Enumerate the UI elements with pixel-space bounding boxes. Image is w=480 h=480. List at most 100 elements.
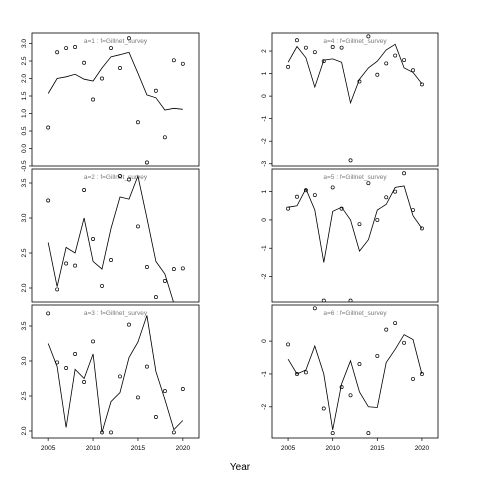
data-point xyxy=(295,372,299,376)
data-point xyxy=(402,171,407,176)
data-point xyxy=(419,226,424,231)
y-tick-label: -3 xyxy=(261,160,268,166)
data-point xyxy=(366,431,371,436)
panel-2: a=4 : f=Gillnet_survey -3 -2 -1 0 1 2 xyxy=(261,32,439,167)
data-point xyxy=(366,181,371,186)
data-point xyxy=(419,372,424,376)
y-tick-label: 2 xyxy=(261,49,268,53)
data-point xyxy=(384,327,389,332)
data-point xyxy=(109,430,113,435)
data-point xyxy=(46,125,51,130)
data-point xyxy=(46,311,51,316)
data-point xyxy=(64,261,69,266)
panel-frame xyxy=(31,32,200,167)
data-point xyxy=(303,45,308,50)
data-point xyxy=(73,263,78,268)
y-tick-label: 2.5 xyxy=(21,391,28,400)
panel-title: a=3 : f=Gillnet_survey xyxy=(84,310,148,317)
y-tick-label: -0.5 xyxy=(21,160,28,172)
data-point xyxy=(127,36,131,41)
y-tick-label: -1 xyxy=(261,371,268,377)
data-point xyxy=(330,431,335,436)
data-point xyxy=(82,60,87,65)
data-point xyxy=(82,188,87,192)
y-tick-label: 0 xyxy=(261,218,268,222)
data-point xyxy=(91,237,96,241)
data-point xyxy=(348,393,353,398)
data-point xyxy=(118,174,122,178)
y-tick-label: 1.0 xyxy=(21,109,28,118)
data-point xyxy=(100,430,104,435)
panel-frame xyxy=(31,168,200,303)
data-point xyxy=(303,188,308,193)
y-tick-label: 3.0 xyxy=(21,39,28,48)
data-point xyxy=(180,266,185,271)
panel-frame xyxy=(271,304,439,439)
data-point xyxy=(153,415,158,419)
data-point xyxy=(171,267,176,272)
data-point xyxy=(321,406,326,411)
x-tick-label: 2005 xyxy=(41,445,56,452)
data-point xyxy=(330,45,335,49)
data-point xyxy=(64,46,69,51)
data-point xyxy=(118,374,122,379)
data-point xyxy=(144,265,149,269)
data-point xyxy=(162,279,167,283)
panel-title: a=1 : f=Gillnet_survey xyxy=(84,38,148,45)
data-point xyxy=(384,61,389,66)
data-point xyxy=(402,58,407,63)
y-tick-label: 1 xyxy=(261,189,268,193)
data-point xyxy=(295,38,299,43)
data-point xyxy=(109,46,113,51)
y-tick-label: 0.5 xyxy=(21,126,28,135)
data-point xyxy=(286,64,291,69)
data-point xyxy=(411,208,415,212)
y-tick-label: -1 xyxy=(261,115,268,121)
y-tick-label: 1.5 xyxy=(21,91,28,100)
data-point xyxy=(411,68,415,73)
data-point xyxy=(153,88,158,93)
panel-title: a=4 : f=Gillnet_survey xyxy=(323,38,387,45)
x-axis-label: Year xyxy=(230,462,251,473)
data-point xyxy=(330,185,335,190)
data-point xyxy=(91,339,96,344)
data-point xyxy=(135,395,140,400)
data-point xyxy=(73,45,78,49)
data-point xyxy=(127,322,131,327)
x-tick-label: 2020 xyxy=(176,445,191,452)
y-tick-label: 2.0 xyxy=(21,426,28,435)
y-tick-label: 2.0 xyxy=(21,283,28,292)
data-point xyxy=(357,222,362,227)
panel-title: a=2 : f=Gillnet_survey xyxy=(84,174,148,181)
panel-5: a=3 : f=Gillnet_survey 2.0 2.5 3.0 3.5 2005 20… xyxy=(21,304,200,452)
data-point xyxy=(312,193,317,197)
panel-3: a=2 : f=Gillnet_survey 2.0 2.5 3.0 3.5 xyxy=(21,168,200,303)
panel-data xyxy=(286,34,424,163)
fitted-line xyxy=(47,174,174,302)
data-point xyxy=(312,306,317,311)
panel-title: a=5 : f=Gillnet_survey xyxy=(323,174,387,181)
fitted-line xyxy=(287,334,423,430)
data-point xyxy=(357,362,362,367)
x-tick-label: 2015 xyxy=(131,445,146,452)
data-point xyxy=(393,53,398,58)
data-point xyxy=(348,158,353,163)
fitted-line xyxy=(47,315,184,433)
panel-data xyxy=(286,306,424,436)
panel-data xyxy=(46,311,185,435)
y-tick-label: 0.0 xyxy=(21,144,28,153)
y-tick-label: -2 xyxy=(261,273,268,279)
data-point xyxy=(109,258,113,262)
data-point xyxy=(384,195,389,200)
data-point xyxy=(312,50,317,55)
data-point xyxy=(402,340,407,345)
data-point xyxy=(144,364,149,369)
fitted-line xyxy=(47,51,183,111)
data-point xyxy=(171,430,176,435)
x-tick-label: 2005 xyxy=(281,445,296,452)
data-point xyxy=(286,206,291,211)
y-tick-label: 3.5 xyxy=(21,178,28,187)
y-tick-label: 0 xyxy=(261,339,268,343)
data-point xyxy=(135,120,140,125)
data-point xyxy=(393,321,398,326)
